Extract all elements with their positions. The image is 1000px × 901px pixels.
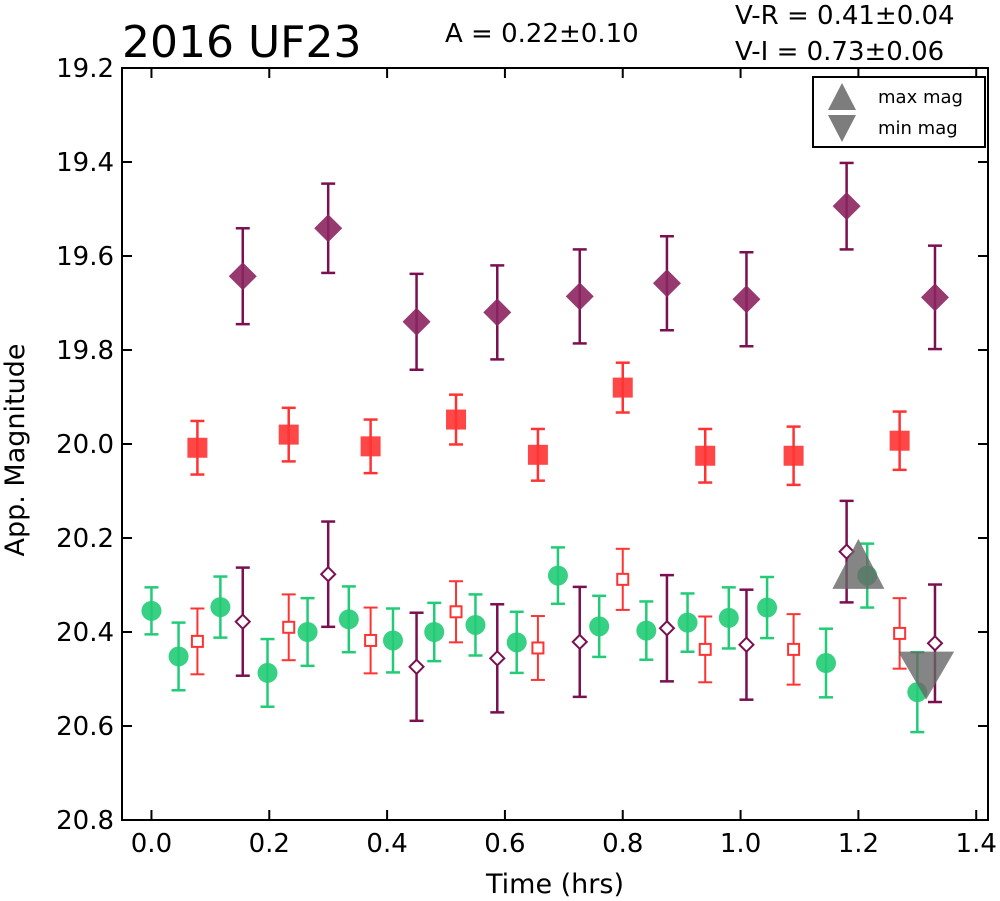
purple-diamond-point [314, 214, 343, 243]
y-tick-label: 19.8 [56, 336, 114, 366]
x-axis-label: Time (hrs) [485, 869, 624, 900]
open-diamond-point [319, 565, 337, 583]
green-circle-point [718, 607, 739, 628]
red-square-point [278, 424, 299, 445]
legend-min-label: min mag [878, 118, 958, 139]
red-square-point [187, 437, 208, 458]
x-tick-label: 1.4 [956, 829, 997, 859]
y-axis: 19.2 19.4 19.6 19.8 20.0 20.2 20.4 20.6 20.8 [56, 54, 988, 836]
open-square-point [531, 641, 545, 655]
y-tick-label: 19.2 [56, 54, 114, 84]
y-tick-label: 19.4 [56, 148, 114, 178]
legend: max mag min mag [812, 76, 986, 148]
y-tick-label: 20.8 [56, 806, 114, 836]
min-mag-marker [898, 651, 955, 700]
green-circle-point [424, 622, 445, 642]
purple-diamond-point [402, 307, 431, 336]
open-square-point [282, 620, 296, 634]
red-square-point [695, 445, 716, 466]
open-diamond-point [408, 658, 425, 676]
open-square-point [787, 642, 801, 656]
open-diamond-point [926, 634, 944, 652]
red-square-point [446, 409, 467, 430]
green-circle-point [677, 612, 698, 633]
open-diamond-point [571, 633, 589, 651]
green-circle-point [465, 614, 486, 635]
y-axis-label: App. Magnitude [0, 344, 31, 557]
green-circle-point [297, 622, 318, 642]
open-square-point [893, 626, 907, 640]
x-tick-label: 0.6 [484, 829, 525, 859]
green-circle-point [506, 632, 527, 653]
red-square-point [889, 430, 910, 451]
chart-title: 2016 UF23 [122, 17, 361, 68]
red-square-point [783, 445, 804, 466]
y-tick-label: 20.6 [56, 712, 114, 742]
green-circle-point [757, 597, 778, 618]
x-tick-label: 1.0 [720, 829, 761, 859]
x-tick-label: 1.2 [838, 829, 879, 859]
y-tick-label: 20.4 [56, 618, 114, 648]
green-circle-point [141, 600, 162, 621]
green-circle-point [636, 620, 657, 641]
open-square-point [449, 605, 463, 619]
purple-diamond-point [483, 298, 512, 327]
open-square-point [364, 633, 378, 647]
max-mag-marker [832, 538, 885, 589]
green-circle-point [168, 646, 189, 667]
amplitude-label: A = 0.22±0.10 [445, 19, 639, 49]
green-circle-point [338, 609, 359, 630]
y-tick-label: 20.0 [56, 430, 114, 460]
open-square-point [698, 642, 712, 656]
color-vr-label: V-R = 0.41±0.04 [735, 1, 955, 31]
green-circle-point [257, 662, 278, 683]
red-square-point [612, 377, 633, 398]
green-circle-point [382, 630, 403, 651]
min-mag-triangle-icon [828, 115, 856, 142]
y-tick-label: 20.2 [56, 524, 114, 554]
purple-diamond-point [652, 269, 681, 298]
open-square-point [190, 634, 204, 648]
data-series [141, 161, 955, 734]
red-square-point [527, 444, 548, 465]
y-tick-label: 19.6 [56, 242, 114, 272]
x-tick-label: 0.0 [131, 829, 172, 859]
green-circle-point [547, 565, 568, 586]
purple-diamond-point [732, 285, 761, 314]
open-diamond-point [488, 649, 506, 667]
x-axis: 0.0 0.2 0.4 0.6 0.8 1.0 1.2 1.4 [131, 68, 997, 859]
purple-diamond-point [920, 283, 949, 312]
purple-diamond-point [228, 262, 257, 291]
x-tick-label: 0.8 [602, 829, 643, 859]
red-square-point [360, 436, 381, 457]
open-diamond-point [234, 613, 252, 631]
open-square-point [616, 572, 630, 586]
open-diamond-point [738, 636, 755, 654]
purple-diamond-point [832, 192, 861, 221]
max-mag-triangle-icon [828, 83, 856, 110]
x-tick-label: 0.2 [249, 829, 290, 859]
x-tick-label: 0.4 [366, 829, 407, 859]
green-circle-point [815, 653, 836, 674]
plot-frame [121, 67, 989, 821]
purple-diamond-point [565, 282, 594, 311]
open-diamond-point [658, 619, 676, 637]
legend-max-label: max mag [878, 87, 963, 108]
color-vi-label: V-I = 0.73±0.06 [735, 37, 944, 67]
green-circle-point [589, 616, 610, 637]
green-circle-point [210, 597, 231, 618]
